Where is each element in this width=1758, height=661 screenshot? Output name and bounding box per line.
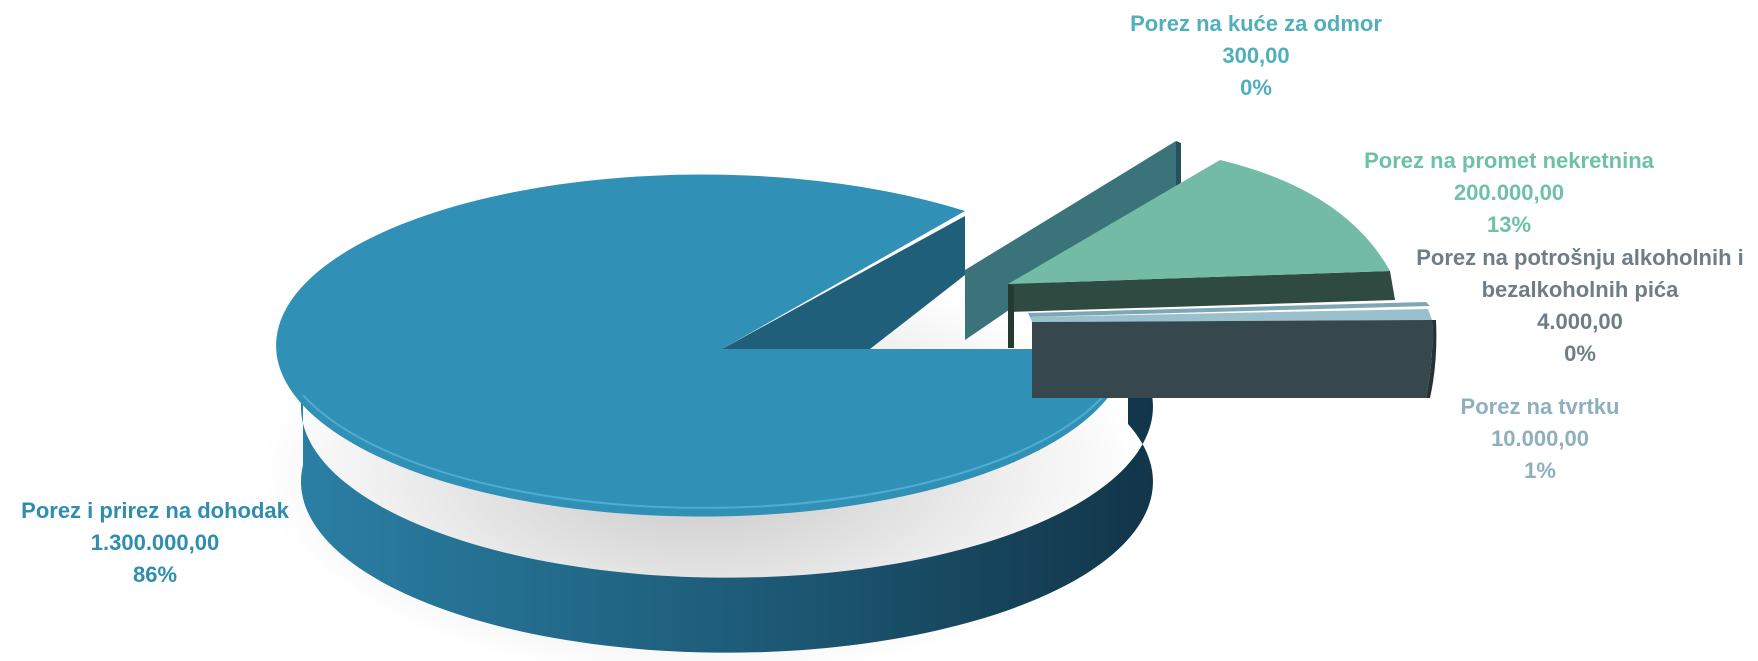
slice-tvrtku-side <box>1426 320 1437 398</box>
slice-dohodak-rim <box>302 351 1129 509</box>
label-name: Porez na promet nekretnina <box>1364 148 1654 173</box>
label-name: Porez na potrošnju alkoholnih i bezalkoh… <box>1416 245 1744 302</box>
label-porez-na-tvrtku: Porez na tvrtku 10.000,00 1% <box>1461 391 1620 487</box>
slice-porez-i-prirez-na-dohodak <box>276 174 1153 653</box>
slice-porez-na-potrosnju-alkoholnih <box>1028 302 1430 317</box>
slice-porez-na-tvrtku <box>1030 309 1437 398</box>
label-percent: 86% <box>132 562 178 587</box>
label-porez-na-promet-nekretnina: Porez na promet nekretnina 200.000,00 13… <box>1364 145 1654 241</box>
label-percent: 1% <box>1524 458 1556 483</box>
slice-dohodak-side <box>300 349 1153 653</box>
slice-dohodak-cut-face <box>722 216 965 349</box>
slice-tvrtku-front <box>1032 320 1433 398</box>
label-percent: 13% <box>1486 212 1532 237</box>
slice-dohodak-top <box>276 174 1128 517</box>
slice-nekretnina-front <box>1008 271 1395 312</box>
slice-nekretnina-top <box>1008 160 1390 284</box>
label-value: 4.000,00 <box>1537 309 1623 334</box>
label-name: Porez na tvrtku <box>1460 394 1620 419</box>
slice-tvrtku-top <box>1030 309 1432 322</box>
label-porez-na-potrosnju-alkoholnih: Porez na potrošnju alkoholnih i bezalkoh… <box>1405 242 1755 370</box>
label-name: Porez na kuće za odmor <box>1130 11 1382 36</box>
label-value: 1.300.000,00 <box>90 530 220 555</box>
label-value: 300,00 <box>1222 43 1290 68</box>
label-porez-i-prirez-na-dohodak: Porez i prirez na dohodak 1.300.000,00 8… <box>21 495 289 591</box>
label-porez-na-kuce-za-odmor: Porez na kuće za odmor 300,00 0% <box>1130 8 1382 104</box>
label-value: 10.000,00 <box>1491 426 1589 451</box>
slice-porez-na-promet-nekretnina <box>1008 160 1395 348</box>
slice-nekretnina-side <box>1008 284 1014 348</box>
label-percent: 0% <box>1240 75 1272 100</box>
label-name: Porez i prirez na dohodak <box>21 498 289 523</box>
label-value: 200.000,00 <box>1453 180 1565 205</box>
label-percent: 0% <box>1564 341 1596 366</box>
slice-alkohol-top <box>1028 302 1430 317</box>
